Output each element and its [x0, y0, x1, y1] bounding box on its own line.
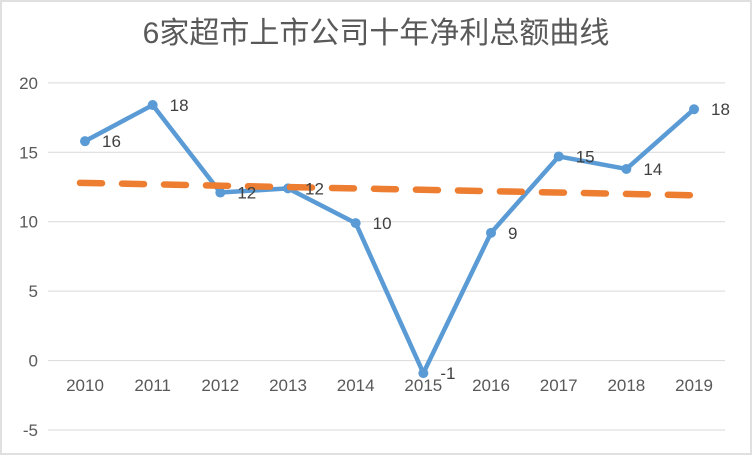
x-tick-label-2014: 2014 [337, 376, 375, 395]
x-tick-label-2012: 2012 [201, 376, 239, 395]
x-tick-label-2019: 2019 [675, 376, 713, 395]
data-point-2011 [147, 100, 158, 111]
data-label-2018: 14 [643, 160, 662, 179]
data-label-2016: 9 [508, 224, 517, 243]
y-tick-label-5: 5 [29, 282, 38, 301]
y-tick-label--5: -5 [23, 421, 38, 440]
data-point-2010 [80, 136, 90, 147]
data-label-2013: 12 [305, 179, 324, 198]
x-tick-label-2018: 2018 [607, 376, 645, 395]
x-tick-label-2011: 2011 [134, 376, 171, 395]
y-tick-label-0: 0 [29, 352, 38, 371]
x-tick-label-2016: 2016 [472, 376, 510, 395]
data-point-2016 [486, 227, 497, 238]
data-point-2015 [418, 368, 429, 379]
series-line [82, 102, 697, 376]
data-label-2014: 10 [373, 214, 392, 233]
data-point-2012 [215, 187, 226, 198]
y-tick-label-15: 15 [19, 143, 38, 162]
data-point-2019 [689, 104, 700, 115]
x-tick-label-2010: 2010 [66, 376, 104, 395]
y-tick-label-10: 10 [19, 213, 38, 232]
chart-title: 6家超市上市公司十年净利总额曲线 [142, 17, 610, 50]
x-tick-label-2013: 2013 [269, 376, 307, 395]
y-tick-label-20: 20 [19, 74, 38, 93]
data-label-2011: 18 [170, 96, 189, 115]
x-tick-label-2015: 2015 [404, 376, 442, 395]
data-label-2012: 12 [237, 184, 256, 203]
trendline [76, 179, 700, 199]
data-point-2017 [553, 151, 564, 162]
data-label-2019: 18 [711, 100, 730, 119]
data-label-2010: 16 [102, 132, 121, 151]
data-point-2014 [350, 218, 361, 229]
x-tick-label-2017: 2017 [540, 376, 578, 395]
data-label-2017: 15 [576, 147, 595, 166]
data-label-2015: -1 [440, 364, 455, 383]
data-point-2018 [621, 163, 632, 174]
